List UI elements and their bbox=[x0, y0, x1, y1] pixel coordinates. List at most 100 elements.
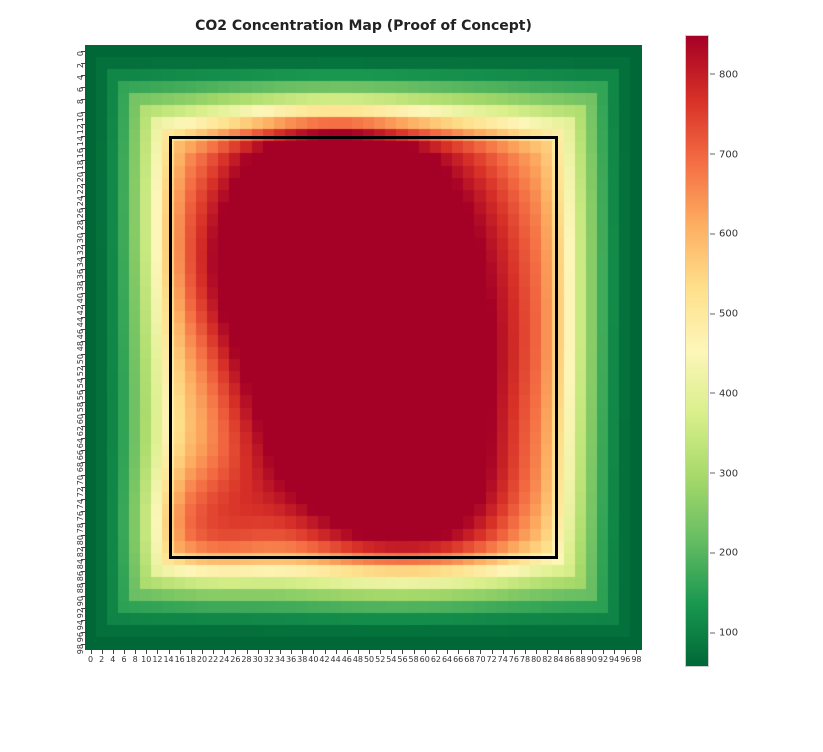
x-tick-label: 88 bbox=[576, 656, 586, 664]
x-tick-mark bbox=[213, 650, 214, 654]
y-tick-label: 4 bbox=[77, 75, 85, 80]
y-tick-label: 62 bbox=[77, 426, 85, 436]
x-tick-mark bbox=[347, 650, 348, 654]
y-tick-label: 50 bbox=[77, 354, 85, 364]
x-tick-mark bbox=[447, 650, 448, 654]
x-tick-label: 72 bbox=[487, 656, 497, 664]
x-tick-label: 0 bbox=[88, 656, 93, 664]
y-tick-label: 44 bbox=[77, 317, 85, 327]
x-tick-mark bbox=[224, 650, 225, 654]
x-tick-label: 26 bbox=[230, 656, 240, 664]
x-tick-label: 32 bbox=[264, 656, 274, 664]
colorbar-tick-label: 200 bbox=[710, 548, 738, 559]
x-tick-mark bbox=[258, 650, 259, 654]
heatmap-canvas bbox=[85, 45, 642, 650]
x-tick-label: 48 bbox=[353, 656, 363, 664]
y-tick-label: 78 bbox=[77, 523, 85, 533]
y-tick-label: 82 bbox=[77, 547, 85, 557]
x-tick-label: 40 bbox=[308, 656, 318, 664]
y-tick-label: 18 bbox=[77, 160, 85, 170]
x-tick-label: 58 bbox=[409, 656, 419, 664]
colorbar bbox=[685, 35, 709, 667]
x-tick-mark bbox=[202, 650, 203, 654]
x-tick-label: 2 bbox=[99, 656, 104, 664]
x-tick-mark bbox=[436, 650, 437, 654]
x-tick-mark bbox=[302, 650, 303, 654]
x-tick-mark bbox=[124, 650, 125, 654]
x-tick-label: 22 bbox=[208, 656, 218, 664]
x-tick-mark bbox=[157, 650, 158, 654]
y-tick-label: 40 bbox=[77, 293, 85, 303]
x-tick-mark bbox=[492, 650, 493, 654]
y-tick-label: 56 bbox=[77, 390, 85, 400]
x-tick-mark bbox=[480, 650, 481, 654]
x-tick-label: 50 bbox=[364, 656, 374, 664]
y-tick-label: 10 bbox=[77, 112, 85, 122]
x-tick-mark bbox=[313, 650, 314, 654]
x-tick-mark bbox=[269, 650, 270, 654]
x-tick-label: 38 bbox=[297, 656, 307, 664]
x-tick-mark bbox=[614, 650, 615, 654]
colorbar-tick-label: 800 bbox=[710, 69, 738, 80]
x-tick-mark bbox=[146, 650, 147, 654]
x-tick-mark bbox=[570, 650, 571, 654]
x-tick-label: 60 bbox=[420, 656, 430, 664]
y-tick-label: 34 bbox=[77, 257, 85, 267]
colorbar-tick-label: 700 bbox=[710, 149, 738, 160]
y-tick-label: 90 bbox=[77, 596, 85, 606]
x-tick-mark bbox=[414, 650, 415, 654]
y-tick-label: 52 bbox=[77, 366, 85, 376]
x-tick-label: 54 bbox=[386, 656, 396, 664]
y-tick-label: 80 bbox=[77, 535, 85, 545]
x-tick-mark bbox=[113, 650, 114, 654]
x-tick-mark bbox=[325, 650, 326, 654]
y-tick-label: 96 bbox=[77, 632, 85, 642]
chart-page: CO2 Concentration Map (Proof of Concept)… bbox=[0, 0, 823, 752]
x-tick-label: 82 bbox=[542, 656, 552, 664]
y-tick-label: 92 bbox=[77, 608, 85, 618]
x-tick-label: 44 bbox=[331, 656, 341, 664]
x-tick-mark bbox=[581, 650, 582, 654]
y-tick-label: 32 bbox=[77, 245, 85, 255]
x-tick-label: 70 bbox=[475, 656, 485, 664]
x-tick-mark bbox=[425, 650, 426, 654]
x-tick-mark bbox=[280, 650, 281, 654]
colorbar-tick-label: 500 bbox=[710, 309, 738, 320]
x-tick-mark bbox=[358, 650, 359, 654]
x-tick-mark bbox=[391, 650, 392, 654]
colorbar-tick-label: 100 bbox=[710, 628, 738, 639]
x-tick-mark bbox=[558, 650, 559, 654]
x-tick-mark bbox=[592, 650, 593, 654]
y-tick-label: 54 bbox=[77, 378, 85, 388]
x-tick-label: 34 bbox=[275, 656, 285, 664]
x-tick-label: 62 bbox=[431, 656, 441, 664]
x-tick-mark bbox=[536, 650, 537, 654]
x-tick-mark bbox=[636, 650, 637, 654]
x-tick-mark bbox=[625, 650, 626, 654]
y-tick-label: 94 bbox=[77, 620, 85, 630]
x-tick-mark bbox=[291, 650, 292, 654]
colorbar-tick-label: 300 bbox=[710, 468, 738, 479]
y-tick-label: 98 bbox=[77, 644, 85, 654]
y-tick-label: 46 bbox=[77, 329, 85, 339]
y-tick-label: 86 bbox=[77, 571, 85, 581]
y-tick-label: 66 bbox=[77, 450, 85, 460]
y-tick-label: 22 bbox=[77, 184, 85, 194]
x-tick-label: 6 bbox=[121, 656, 126, 664]
x-tick-mark bbox=[91, 650, 92, 654]
x-tick-label: 24 bbox=[219, 656, 229, 664]
y-tick-label: 58 bbox=[77, 402, 85, 412]
x-tick-mark bbox=[180, 650, 181, 654]
y-tick-label: 42 bbox=[77, 305, 85, 315]
x-tick-mark bbox=[247, 650, 248, 654]
x-tick-mark bbox=[525, 650, 526, 654]
x-tick-label: 78 bbox=[520, 656, 530, 664]
x-tick-mark bbox=[235, 650, 236, 654]
y-tick-label: 76 bbox=[77, 511, 85, 521]
x-tick-label: 16 bbox=[175, 656, 185, 664]
y-tick-label: 12 bbox=[77, 124, 85, 134]
x-tick-label: 10 bbox=[141, 656, 151, 664]
x-tick-label: 12 bbox=[152, 656, 162, 664]
y-tick-label: 14 bbox=[77, 136, 85, 146]
x-tick-label: 4 bbox=[110, 656, 115, 664]
